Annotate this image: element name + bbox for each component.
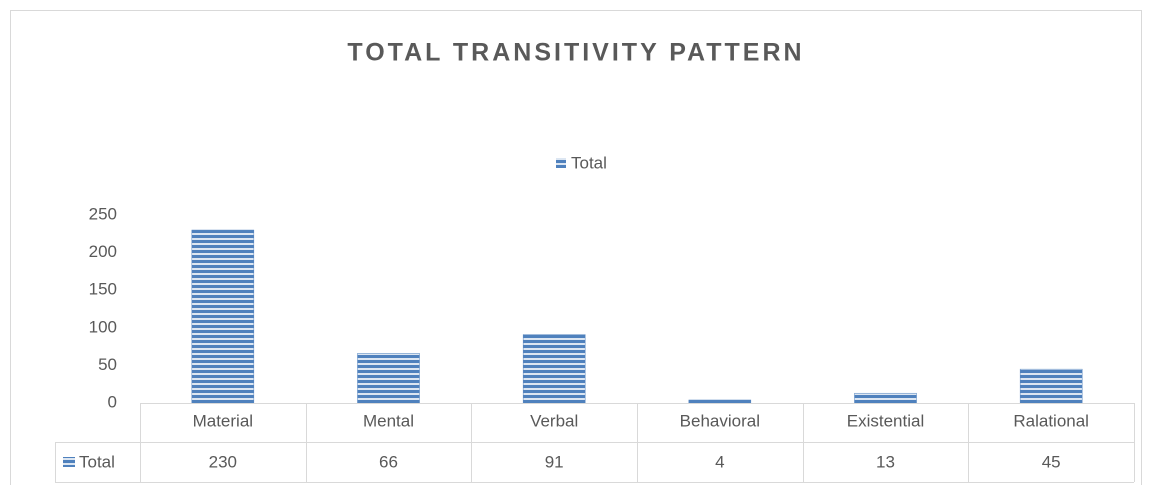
table-value: 230 xyxy=(209,452,237,471)
x-tick-label: Mental xyxy=(363,411,414,430)
y-tick-label: 100 xyxy=(89,317,117,336)
y-tick-label: 250 xyxy=(89,204,117,223)
y-tick-label: 150 xyxy=(89,280,117,299)
chart-title: TOTAL TRANSITIVITY PATTERN xyxy=(347,39,804,67)
table-value: 91 xyxy=(545,452,564,471)
legend-key xyxy=(556,158,566,168)
x-tick-label: Material xyxy=(193,411,253,430)
table-series-name: Total xyxy=(79,452,115,471)
legend-key xyxy=(63,457,75,467)
bar xyxy=(522,334,586,404)
x-tick-label: Verbal xyxy=(530,411,578,430)
bar xyxy=(854,392,917,404)
bar xyxy=(357,353,420,404)
x-tick-label: Behavioral xyxy=(680,411,760,430)
y-tick-label: 200 xyxy=(89,242,117,261)
bar xyxy=(688,399,752,404)
table-value: 45 xyxy=(1042,452,1061,471)
y-tick-label: 0 xyxy=(108,392,117,411)
table-value: 4 xyxy=(715,452,724,471)
bar xyxy=(191,229,255,404)
x-tick-label: Ralational xyxy=(1013,411,1089,430)
x-tick-label: Existential xyxy=(847,411,924,430)
bar xyxy=(1019,368,1083,404)
y-tick-label: 50 xyxy=(98,355,117,374)
table-value: 13 xyxy=(876,452,895,471)
legend-label: Total xyxy=(571,153,607,172)
table-value: 66 xyxy=(379,452,398,471)
